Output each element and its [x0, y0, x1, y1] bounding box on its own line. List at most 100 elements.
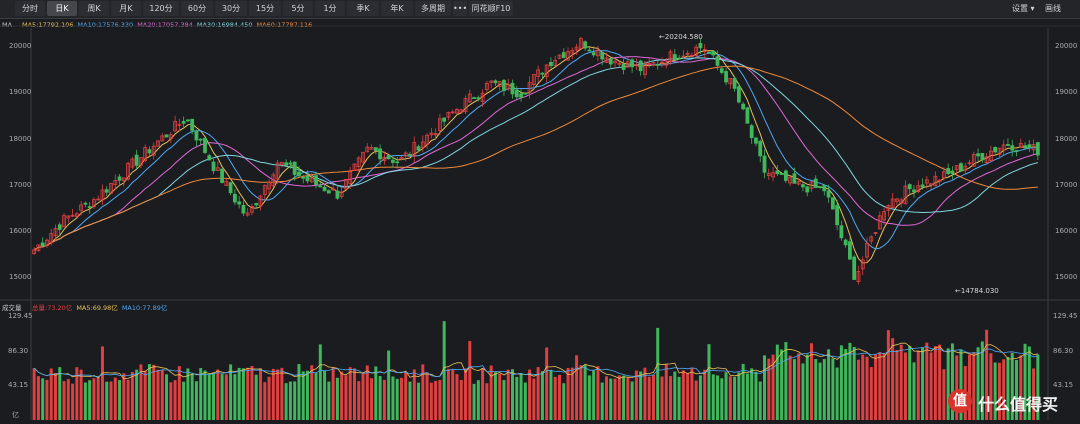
candle-body: [630, 59, 634, 68]
tab-period-8[interactable]: 5分: [283, 1, 313, 16]
tab-period-0[interactable]: 分时: [15, 1, 45, 16]
volume-bar: [592, 370, 596, 420]
tab-period-2[interactable]: 周K: [79, 1, 109, 16]
candle-body: [446, 111, 451, 118]
candle-body: [963, 165, 968, 171]
ma-legend-item: MA10:17576.330: [77, 21, 134, 29]
candle-body: [1027, 144, 1032, 149]
candle-body: [403, 152, 408, 157]
volume-unit: 亿: [12, 411, 19, 419]
volume-bar: [139, 364, 143, 420]
volume-bar: [254, 374, 258, 420]
volume-bar: [348, 367, 352, 420]
candle-body: [284, 162, 289, 166]
tab-period-14[interactable]: 同花顺F10: [469, 1, 513, 16]
candle-body: [156, 140, 160, 147]
volume-bar: [562, 383, 566, 420]
candle-body: [809, 181, 814, 189]
candle-body: [79, 204, 84, 211]
candle-body: [839, 225, 844, 239]
volume-tick-left: 43.15: [8, 381, 29, 390]
tab-period-6[interactable]: 30分: [215, 1, 247, 16]
tab-period-9[interactable]: 1分: [315, 1, 345, 16]
candle-body: [600, 51, 605, 60]
volume-bar: [331, 367, 335, 420]
volume-bar: [968, 354, 972, 420]
volume-bar: [989, 353, 993, 420]
candle-body: [681, 55, 686, 58]
settings-dropdown[interactable]: 设置 ▾: [1012, 4, 1035, 13]
volume-bar: [391, 376, 395, 420]
volume-bar: [724, 372, 728, 420]
candle-body: [510, 82, 515, 95]
tab-period-4[interactable]: 120分: [143, 1, 179, 16]
tab-period-7[interactable]: 15分: [249, 1, 281, 16]
tab-period-5[interactable]: 60分: [181, 1, 213, 16]
volume-bar: [75, 367, 79, 420]
low-annotation: ←14784.030: [955, 287, 999, 295]
volume-bar: [246, 367, 250, 420]
tab-period-10[interactable]: 季K: [347, 1, 379, 16]
candle-body: [788, 176, 793, 184]
candle-body: [634, 64, 639, 67]
candle-body: [45, 239, 49, 247]
tab-period-1[interactable]: 日K: [47, 1, 77, 16]
candle-body: [856, 271, 861, 282]
candle-body: [976, 153, 980, 157]
candle-body: [771, 172, 775, 178]
volume-bar: [421, 364, 425, 420]
draw-line-button[interactable]: 画线: [1045, 4, 1061, 13]
volume-bar: [378, 376, 382, 420]
candle-body: [53, 228, 58, 237]
volume-bar: [681, 370, 685, 420]
volume-bar: [1010, 352, 1014, 420]
tab-period-3[interactable]: 月K: [111, 1, 141, 16]
candle-body: [719, 68, 724, 73]
volume-bar: [425, 372, 429, 420]
candle-body: [865, 242, 869, 258]
candle-body: [416, 146, 421, 151]
volume-bar: [848, 342, 852, 420]
volume-bar: [100, 346, 104, 420]
volume-bar: [878, 352, 882, 420]
volume-bar: [916, 350, 920, 420]
volume-bar: [575, 355, 579, 420]
volume-bar: [45, 379, 49, 420]
candle-body: [254, 203, 259, 206]
volume-bar: [985, 329, 989, 420]
candle-body: [848, 241, 852, 260]
volume-bar: [340, 371, 344, 420]
candle-body: [168, 134, 173, 140]
candle-body: [916, 185, 921, 192]
watermark-logo: 值: [948, 389, 972, 413]
tab-period-11[interactable]: 年K: [381, 1, 413, 16]
tab-period-13[interactable]: •••: [453, 1, 467, 16]
volume-legend-item: MA10:77.89亿: [121, 304, 168, 312]
volume-bar: [250, 366, 254, 420]
volume-bar: [869, 367, 873, 420]
candle-body: [954, 165, 959, 171]
volume-bar: [886, 330, 890, 420]
candle-body: [566, 51, 570, 61]
volume-bar: [83, 382, 87, 420]
volume-bar: [707, 344, 711, 420]
volume-bar: [528, 369, 532, 420]
candle-body: [139, 157, 143, 166]
price-tick-right: 18000: [1055, 134, 1078, 143]
candle-body: [267, 181, 271, 190]
candle-body: [536, 69, 541, 77]
volume-bar: [835, 367, 839, 420]
candle-body: [711, 50, 716, 56]
candle-body: [694, 46, 699, 56]
volume-bar: [545, 347, 549, 420]
tab-period-12[interactable]: 多周期: [415, 1, 451, 16]
candle-body: [702, 49, 707, 53]
candle-body: [553, 59, 558, 66]
volume-bar: [280, 367, 284, 420]
candle-body: [514, 90, 519, 98]
volume-bar: [511, 369, 515, 420]
candle-body: [540, 72, 545, 75]
volume-bar: [570, 367, 574, 420]
candle-body: [250, 206, 254, 213]
